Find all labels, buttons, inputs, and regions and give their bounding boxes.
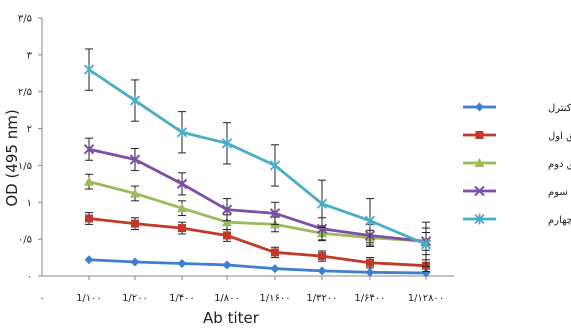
x-tick-labels: ۰ 1/۱۰۰ 1/۲۰۰ 1/۴۰۰ 1/۸۰۰ 1/۱۶۰۰ 1/۳۲۰۰ 1/۶۴۰۰ 1… (39, 293, 444, 304)
x-tick-label: 1/۱۶۰۰ (259, 293, 290, 304)
y-tick-labels: ۰ ۰/۵ ۱ ۱/۵ ۲ ۲/۵ ۳ ۳/۵ (18, 14, 33, 283)
x-tick-label: 1/۳۲۰۰ (306, 293, 337, 304)
series-line (88, 180, 427, 243)
axes (38, 17, 454, 280)
x-tick-label: 1/۸۰۰ (214, 293, 240, 304)
data-point (475, 102, 484, 112)
data-point (84, 255, 94, 265)
legend-label: تزریق چهارم (548, 215, 571, 226)
data-point (176, 126, 188, 138)
data-point (223, 231, 231, 240)
data-point (475, 131, 484, 139)
x-tick-label: 1/۲۰۰ (122, 293, 148, 304)
legend-label: تزریق اول (548, 131, 571, 142)
data-point (269, 159, 281, 171)
x-tick-label: 1/۱۲۸۰۰ (408, 293, 445, 304)
data-point (474, 213, 485, 225)
y-axis-title: OD (495 nm) (3, 109, 21, 206)
data-point (316, 198, 328, 210)
y-tick-label: ۳/۵ (18, 14, 32, 25)
data-point (221, 137, 233, 149)
data-point (222, 260, 232, 270)
data-point (131, 219, 139, 228)
data-point (366, 258, 374, 267)
data-point (222, 217, 232, 227)
data-point (270, 264, 280, 274)
data-point (83, 64, 95, 76)
y-tick-label: ۰ (27, 272, 32, 283)
data-point (271, 248, 279, 257)
x-tick-label: 1/۴۰۰ (169, 293, 195, 304)
data-point (421, 268, 431, 278)
y-tick-label: ۱ (27, 198, 32, 209)
data-point (221, 204, 233, 215)
series-line (88, 68, 427, 246)
data-point (129, 95, 141, 107)
data-point (420, 238, 432, 250)
legend: کنترل تزریق اول تزریق دوم تزریق سوم تزریق چه… (463, 102, 571, 226)
data-point (176, 178, 188, 190)
data-point (85, 214, 93, 223)
series-line (88, 217, 427, 268)
data-point (83, 144, 95, 155)
y-tick-label: ۱/۵ (18, 161, 32, 172)
x-axis-title: Ab titer (203, 309, 260, 327)
legend-item: تزریق چهارم (463, 213, 571, 226)
series-5 (83, 48, 432, 267)
series-line (88, 258, 427, 275)
series-2 (85, 212, 430, 273)
data-point (177, 203, 187, 213)
y-tick-label: ۲/۵ (18, 87, 32, 98)
data-point (130, 188, 140, 198)
legend-item: تزریق دوم (463, 158, 571, 170)
data-point (474, 158, 485, 167)
data-point (317, 266, 327, 276)
legend-label: تزریق دوم (548, 159, 571, 170)
legend-item: تزریق سوم (463, 185, 571, 198)
data-point (130, 257, 140, 267)
data-point (318, 252, 326, 261)
data-point (177, 258, 187, 268)
data-point (269, 208, 281, 219)
data-point (474, 185, 485, 197)
legend-item: تزریق اول (463, 131, 571, 142)
x-tick-label: 1/۱۰۰ (76, 293, 102, 304)
data-point (178, 224, 186, 233)
legend-label: تزریق سوم (548, 187, 571, 198)
data-point (364, 215, 376, 227)
legend-label: کنترل (548, 103, 571, 114)
series-group (83, 48, 432, 278)
data-point (84, 176, 94, 186)
series-1 (84, 255, 431, 278)
series-line (88, 147, 427, 243)
data-point (129, 154, 141, 165)
data-point (316, 223, 328, 235)
data-point (365, 267, 375, 277)
y-tick-label: ۲ (27, 124, 32, 135)
y-tick-label: ۳ (27, 50, 33, 61)
x-tick-label: ۰ (39, 293, 44, 304)
y-tick-label: ۰/۵ (18, 235, 32, 246)
x-tick-label: 1/۶۴۰۰ (354, 293, 385, 304)
legend-item: کنترل (463, 102, 571, 114)
